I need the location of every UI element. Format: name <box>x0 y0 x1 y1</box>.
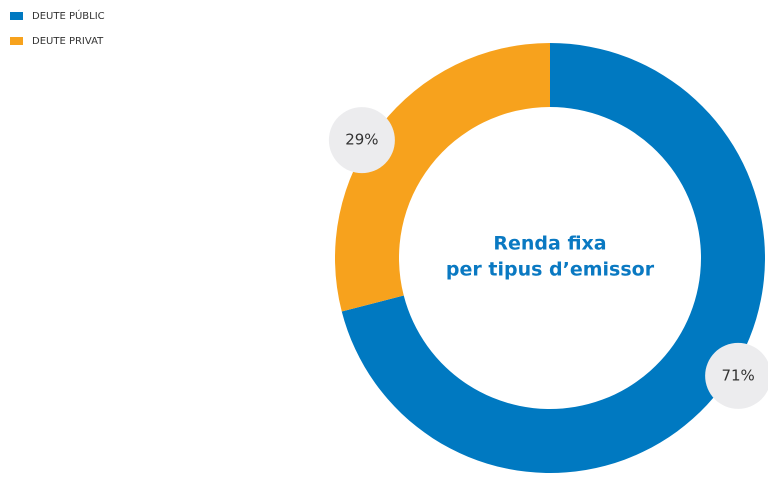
legend-label: DEUTE PRIVAT <box>32 36 104 47</box>
legend-swatch <box>10 12 23 20</box>
center-title: per tipus d’emissor <box>446 259 655 281</box>
legend-swatch <box>10 37 23 45</box>
data-label: 71% <box>721 366 754 384</box>
center-title: Renda fixa <box>493 233 606 255</box>
legend-label: DEUTE PÚBLIC <box>32 9 105 22</box>
label-bubble <box>328 107 395 174</box>
donut-segment <box>341 43 765 473</box>
label-bubble <box>705 342 768 409</box>
data-label: 29% <box>345 131 378 149</box>
donut-segment <box>334 43 550 312</box>
